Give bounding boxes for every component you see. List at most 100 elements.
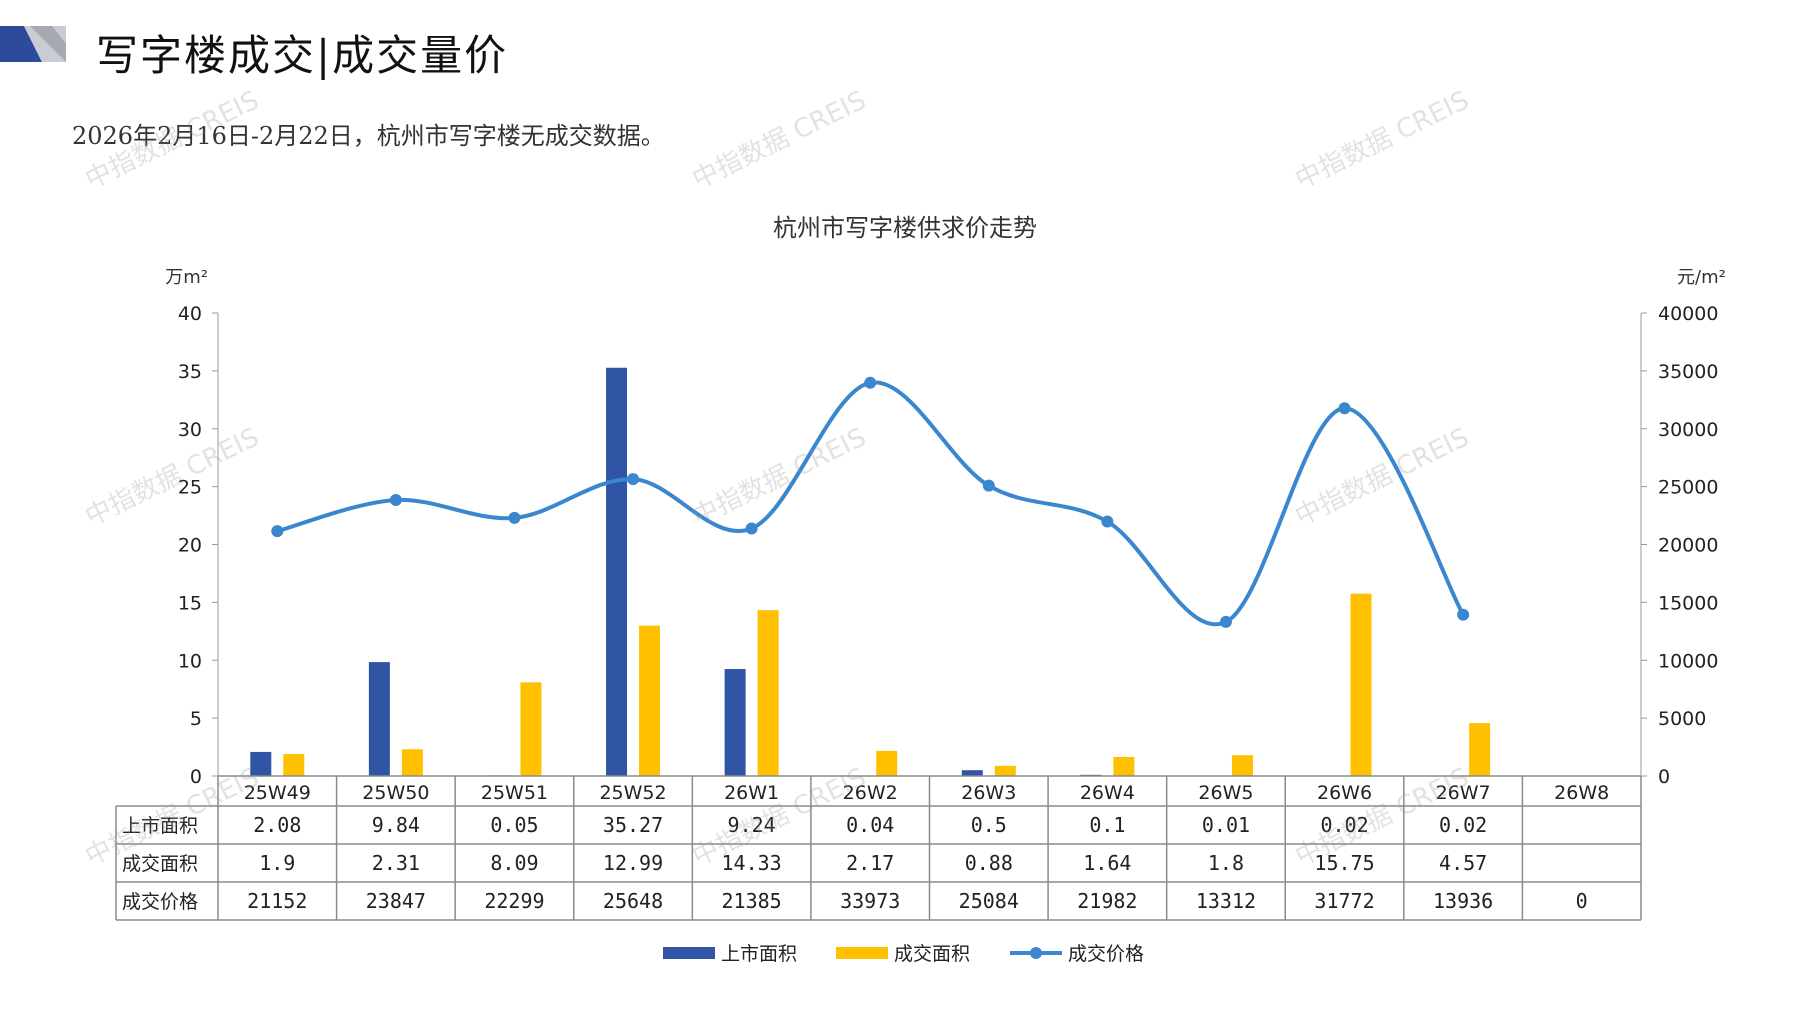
category-label: 26W3	[961, 782, 1016, 804]
table-cell: 0.02	[1320, 813, 1368, 837]
traded-area-bar-25W51	[520, 682, 542, 776]
left-tick-label: 25	[178, 477, 202, 499]
traded-area-bar-25W52	[639, 625, 661, 776]
right-tick-label: 5000	[1658, 708, 1706, 730]
category-label: 26W7	[1436, 782, 1491, 804]
table-cell: 22299	[484, 889, 544, 913]
price-point-26W1	[745, 522, 758, 535]
left-tick-label: 30	[178, 419, 202, 441]
legend-swatch-listed	[663, 947, 715, 959]
category-label: 25W49	[244, 782, 311, 804]
right-tick-label: 15000	[1658, 592, 1718, 614]
price-point-25W49	[271, 525, 284, 538]
price-point-25W50	[389, 493, 402, 506]
left-tick-label: 15	[178, 592, 202, 614]
price-point-26W3	[982, 479, 995, 492]
table-row-label: 成交面积	[122, 853, 198, 875]
legend-label: 成交价格	[1068, 943, 1144, 965]
right-tick-label: 25000	[1658, 477, 1718, 499]
price-point-26W5	[1219, 615, 1232, 628]
category-label: 26W5	[1198, 782, 1253, 804]
table-cell: 14.33	[722, 851, 782, 875]
table-cell: 0.5	[971, 813, 1007, 837]
category-label: 26W4	[1080, 782, 1135, 804]
table-cell: 1.64	[1083, 851, 1131, 875]
listed-area-bar-26W3	[961, 770, 983, 776]
category-label: 26W8	[1554, 782, 1609, 804]
chart-title: 杭州市写字楼供求价走势	[773, 214, 1037, 242]
table-cell: 15.75	[1314, 851, 1374, 875]
table-cell: 9.24	[728, 813, 776, 837]
price-line	[276, 380, 1465, 627]
left-tick-label: 20	[178, 535, 202, 557]
table-cell: 25084	[959, 889, 1019, 913]
right-tick-label: 30000	[1658, 419, 1718, 441]
traded-area-bar-26W4	[1113, 757, 1135, 776]
table-cell: 0	[1576, 889, 1588, 913]
table-cell: 13312	[1196, 889, 1256, 913]
table-cell: 25648	[603, 889, 663, 913]
table-cell: 8.09	[490, 851, 538, 875]
right-axis-unit: 元/m²	[1677, 267, 1726, 288]
legend-label: 成交面积	[894, 943, 970, 965]
legend-label: 上市面积	[721, 943, 797, 965]
listed-area-bar-25W50	[368, 662, 390, 776]
table-cell: 21385	[722, 889, 782, 913]
traded-area-bar-26W1	[757, 610, 779, 776]
table-cell: 1.8	[1208, 851, 1244, 875]
traded-area-bar-26W5	[1231, 755, 1253, 776]
page-title: 写字楼成交|成交量价	[96, 31, 509, 80]
table-cell: 0.04	[846, 813, 894, 837]
left-tick-label: 35	[178, 361, 202, 383]
table-cell: 0.05	[490, 813, 538, 837]
traded-area-bar-26W7	[1469, 723, 1491, 776]
price-point-26W7	[1457, 608, 1470, 621]
right-tick-label: 35000	[1658, 361, 1718, 383]
table-cell: 13936	[1433, 889, 1493, 913]
table-cell: 0.02	[1439, 813, 1487, 837]
brand-logo-icon	[0, 26, 66, 62]
category-label: 25W51	[481, 782, 548, 804]
listed-area-bar-26W1	[724, 669, 746, 776]
legend-swatch-traded	[836, 947, 888, 959]
category-label: 26W2	[843, 782, 898, 804]
left-tick-label: 10	[178, 650, 202, 672]
table-cell: 0.01	[1202, 813, 1250, 837]
table-cell: 2.17	[846, 851, 894, 875]
table-cell: 9.84	[372, 813, 420, 837]
right-tick-label: 10000	[1658, 650, 1718, 672]
table-cell: 0.1	[1089, 813, 1125, 837]
right-tick-label: 0	[1658, 766, 1670, 788]
table-cell: 35.27	[603, 813, 663, 837]
left-tick-label: 0	[190, 766, 202, 788]
table-cell: 33973	[840, 889, 900, 913]
traded-area-bar-25W50	[401, 749, 423, 776]
traded-area-bar-26W3	[994, 765, 1016, 776]
price-point-26W6	[1338, 402, 1351, 415]
listed-area-bar-25W49	[250, 751, 272, 776]
price-point-26W2	[864, 376, 877, 389]
right-tick-label: 20000	[1658, 535, 1718, 557]
table-row-label: 上市面积	[122, 815, 198, 837]
right-tick-label: 40000	[1658, 303, 1718, 325]
price-point-26W4	[1101, 515, 1114, 528]
table-cell: 31772	[1314, 889, 1374, 913]
table-cell: 21152	[247, 889, 307, 913]
price-point-25W51	[508, 511, 521, 524]
left-tick-label: 5	[190, 708, 202, 730]
traded-area-bar-26W6	[1350, 593, 1372, 776]
table-cell: 2.31	[372, 851, 420, 875]
table-cell: 12.99	[603, 851, 663, 875]
table-cell: 0.88	[965, 851, 1013, 875]
left-axis-unit: 万m²	[165, 267, 208, 288]
table-cell: 1.9	[259, 851, 295, 875]
price-point-25W52	[627, 473, 640, 486]
traded-area-bar-25W49	[283, 754, 305, 776]
table-cell: 21982	[1077, 889, 1137, 913]
table-cell: 23847	[366, 889, 426, 913]
table-cell: 2.08	[253, 813, 301, 837]
left-tick-label: 40	[178, 303, 202, 325]
listed-area-bar-25W52	[606, 367, 628, 776]
legend-swatch-price-dot	[1030, 947, 1042, 959]
category-label: 25W50	[362, 782, 429, 804]
